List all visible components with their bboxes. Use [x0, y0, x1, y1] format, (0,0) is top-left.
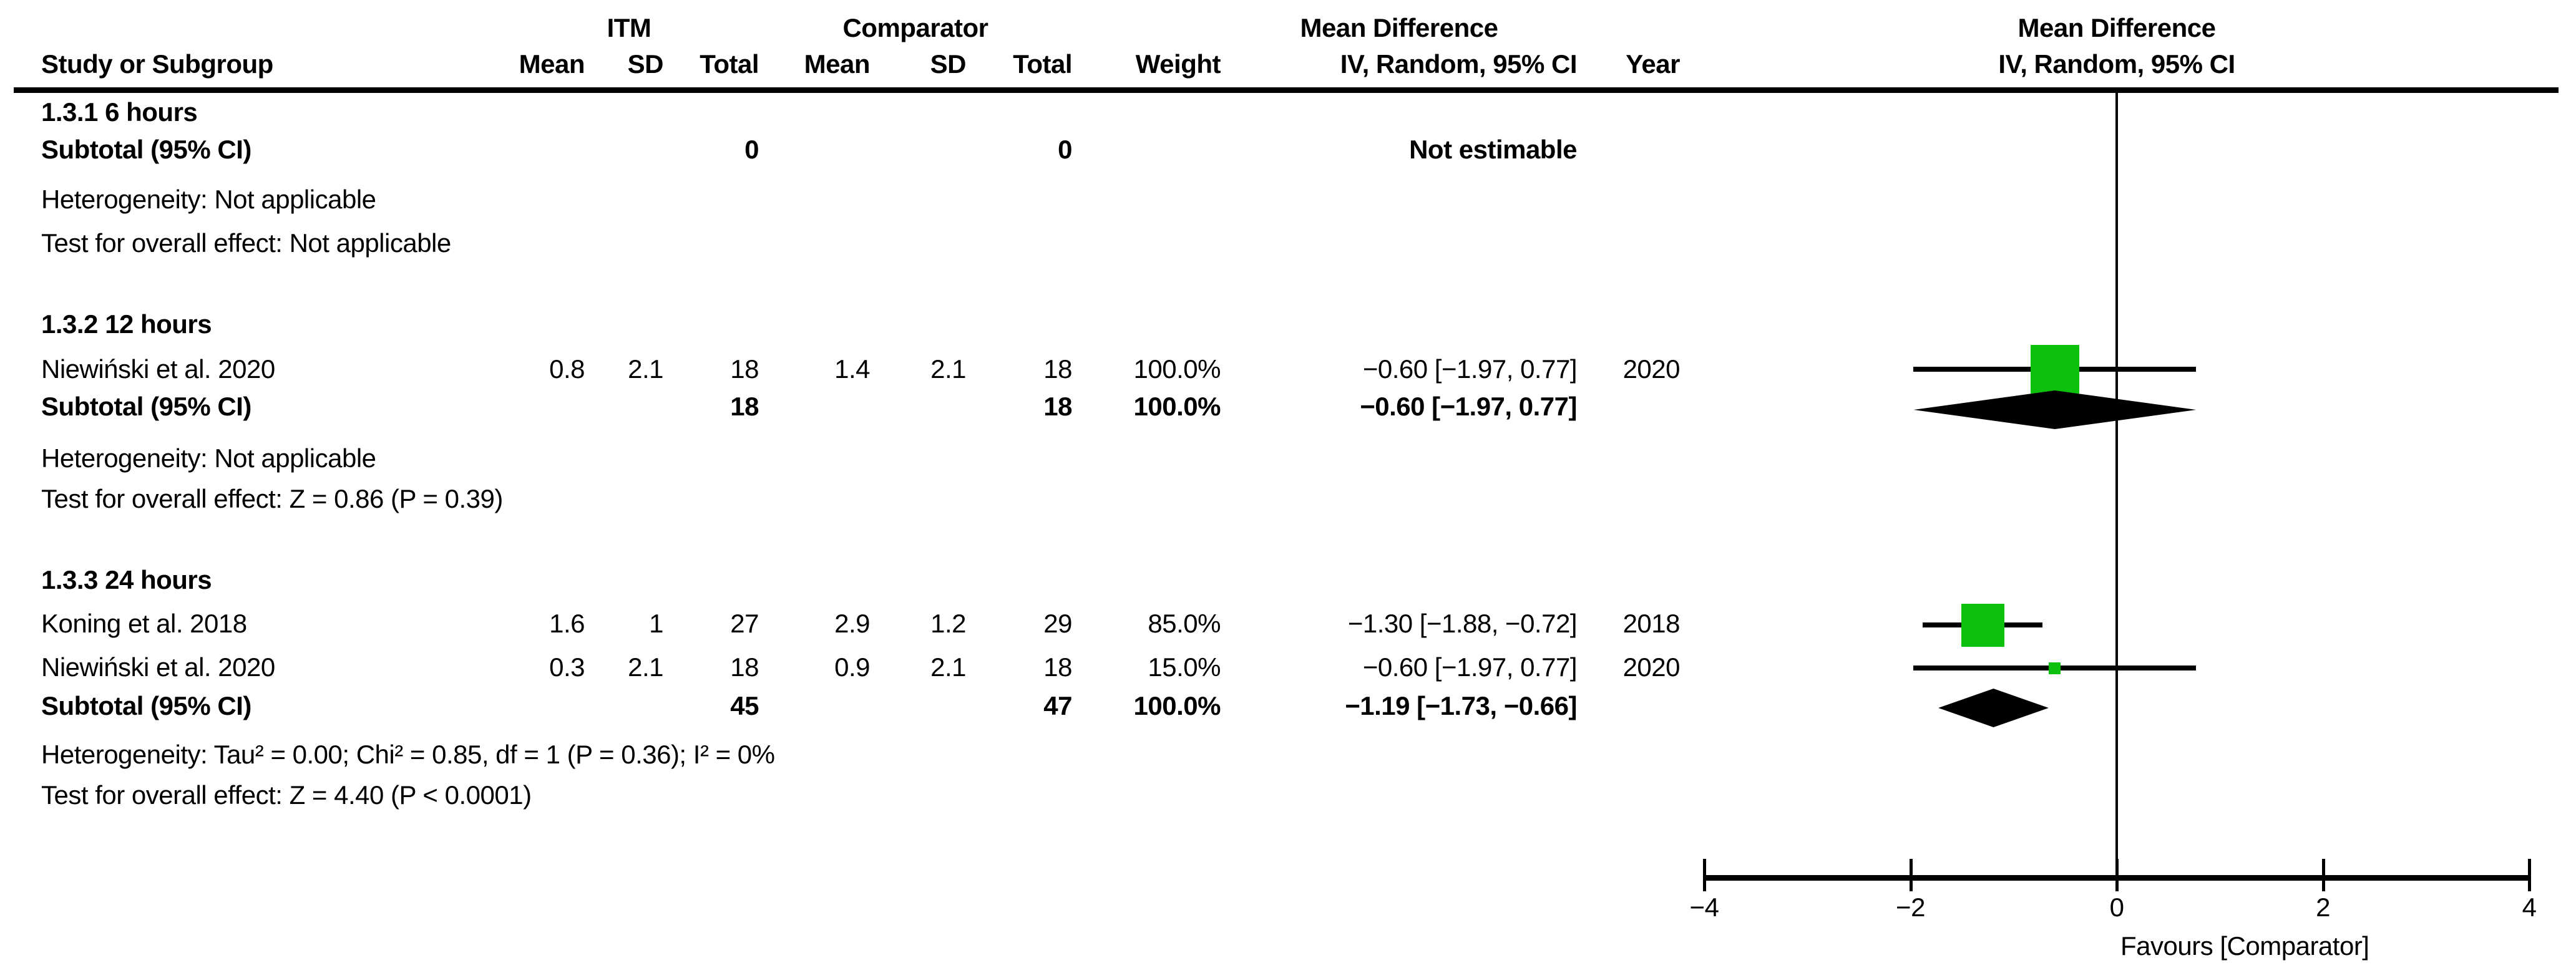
- col-header-ci: IV, Random, 95% CI: [1340, 49, 1578, 79]
- heterogeneity-line-6h: Heterogeneity: Not applicable: [41, 185, 376, 214]
- axis-tick-label: 0: [2109, 893, 2124, 922]
- mean-comparator: 0.9: [834, 652, 870, 682]
- total-itm: 27: [730, 609, 759, 638]
- total-comparator: 18: [1043, 652, 1072, 682]
- col-header-sd2: SD: [930, 49, 967, 79]
- section-title-12h: 1.3.2 12 hours: [41, 309, 212, 339]
- zero-effect-line: [2115, 93, 2118, 886]
- col-header-sd1: SD: [627, 49, 664, 79]
- col-header-total1: Total: [700, 49, 759, 79]
- group-header-itm: ITM: [607, 13, 651, 42]
- sd-comparator: 1.2: [930, 609, 966, 638]
- axis-tick-label: 4: [2522, 893, 2537, 922]
- year: 2020: [1622, 652, 1681, 682]
- axis-tick: [1909, 859, 1913, 891]
- col-header-study: Study or Subgroup: [41, 49, 273, 79]
- subtotal-label: Subtotal (95% CI): [41, 691, 251, 720]
- subtotal-diamond: [1938, 689, 2049, 727]
- axis-tick-label: 2: [2316, 893, 2330, 922]
- study-name: Koning et al. 2018: [41, 609, 247, 638]
- ci-text: −0.60 [−1.97, 0.77]: [1362, 652, 1578, 682]
- study-name: Niewiński et al. 2020: [41, 354, 275, 384]
- weight: 85.0%: [1148, 609, 1221, 638]
- total-itm: 18: [730, 652, 759, 682]
- subtotal-row-12h: Subtotal (95% CI) 18 18 100.0% −0.60 [−1…: [41, 387, 1680, 426]
- mean-itm: 1.6: [549, 609, 585, 638]
- study-row-koning-24h: Koning et al. 2018 1.6 1 27 2.9 1.2 29 8…: [41, 604, 1681, 643]
- total-comparator: 29: [1043, 609, 1072, 638]
- axis-tick: [2115, 859, 2119, 891]
- subtotal-total-itm: 45: [730, 691, 759, 720]
- weight: 15.0%: [1148, 652, 1221, 682]
- overall-effect-line-6h: Test for overall effect: Not applicable: [41, 228, 451, 258]
- md-stats-header: Mean Difference: [1300, 13, 1498, 42]
- col-header-total2: Total: [1013, 49, 1072, 79]
- sd-comparator: 2.1: [930, 354, 966, 384]
- study-row-niewinski-12h: Niewiński et al. 2020 0.8 2.1 18 1.4 2.1…: [41, 350, 1681, 389]
- group-header-comparator: Comparator: [842, 13, 988, 42]
- subtotal-weight: 100.0%: [1133, 392, 1221, 421]
- sd-itm: 1: [649, 609, 663, 638]
- axis-tick-label: −4: [1689, 893, 1719, 922]
- subtotal-diamond: [1913, 390, 2197, 429]
- col-header-year: Year: [1626, 49, 1680, 79]
- section-title-24h: 1.3.3 24 hours: [41, 565, 212, 594]
- md-plot-header: Mean Difference: [2017, 13, 2216, 42]
- effect-square: [2049, 662, 2061, 674]
- overall-effect-line-24h: Test for overall effect: Z = 4.40 (P < 0…: [41, 780, 532, 810]
- overall-effect-line-12h: Test for overall effect: Z = 0.86 (P = 0…: [41, 484, 503, 513]
- axis-tick: [1703, 859, 1706, 891]
- ci-text: −1.30 [−1.88, −0.72]: [1347, 609, 1578, 638]
- mean-comparator: 1.4: [834, 354, 870, 384]
- section-title-6h: 1.3.1 6 hours: [41, 97, 198, 127]
- subtotal-label: Subtotal (95% CI): [41, 135, 251, 164]
- subtotal-total-comparator: 47: [1043, 691, 1072, 720]
- subtotal-total-comparator: 18: [1043, 392, 1072, 421]
- sd-itm: 2.1: [628, 652, 663, 682]
- year: 2018: [1622, 609, 1681, 638]
- total-comparator: 18: [1043, 354, 1072, 384]
- header-rule: [14, 87, 2559, 93]
- col-header-weight: Weight: [1135, 49, 1221, 79]
- study-row-niewinski-24h: Niewiński et al. 2020 0.3 2.1 18 0.9 2.1…: [41, 648, 1681, 687]
- subtotal-ci-text: Not estimable: [1409, 135, 1577, 164]
- year: 2020: [1622, 354, 1681, 384]
- subtotal-label: Subtotal (95% CI): [41, 392, 251, 421]
- ci-text: −0.60 [−1.97, 0.77]: [1362, 354, 1578, 384]
- mean-comparator: 2.9: [834, 609, 870, 638]
- subtotal-total-comparator: 0: [1058, 135, 1072, 164]
- col-header-mean1: Mean: [519, 49, 585, 79]
- subtotal-ci-text: −1.19 [−1.73, −0.66]: [1345, 691, 1577, 720]
- heterogeneity-line-24h: Heterogeneity: Tau² = 0.00; Chi² = 0.85,…: [41, 740, 775, 769]
- plot-ci-header: IV, Random, 95% CI: [1998, 49, 2235, 79]
- subtotal-row-6h: Subtotal (95% CI) 0 0 Not estimable: [41, 130, 1680, 169]
- subtotal-total-itm: 18: [730, 392, 759, 421]
- axis-tick: [2528, 859, 2531, 891]
- heterogeneity-line-12h: Heterogeneity: Not applicable: [41, 443, 376, 473]
- total-itm: 18: [730, 354, 759, 384]
- subtotal-ci-text: −0.60 [−1.97, 0.77]: [1360, 392, 1577, 421]
- favours-right-label: Favours [Comparator]: [2120, 931, 2369, 961]
- subtotal-row-24h: Subtotal (95% CI) 45 47 100.0% −1.19 [−1…: [41, 687, 1680, 725]
- sd-itm: 2.1: [628, 354, 663, 384]
- effect-square: [1961, 603, 2004, 647]
- subtotal-weight: 100.0%: [1133, 691, 1221, 720]
- mean-itm: 0.3: [549, 652, 585, 682]
- study-name: Niewiński et al. 2020: [41, 652, 275, 682]
- axis-tick: [2321, 859, 2325, 891]
- column-header-row: Study or Subgroup Mean SD Total Mean SD …: [41, 45, 1681, 84]
- weight: 100.0%: [1133, 354, 1221, 384]
- effect-square: [2030, 345, 2079, 394]
- axis-tick-label: −2: [1896, 893, 1925, 922]
- col-header-mean2: Mean: [804, 49, 871, 79]
- sd-comparator: 2.1: [930, 652, 966, 682]
- mean-itm: 0.8: [549, 354, 585, 384]
- subtotal-total-itm: 0: [744, 135, 759, 164]
